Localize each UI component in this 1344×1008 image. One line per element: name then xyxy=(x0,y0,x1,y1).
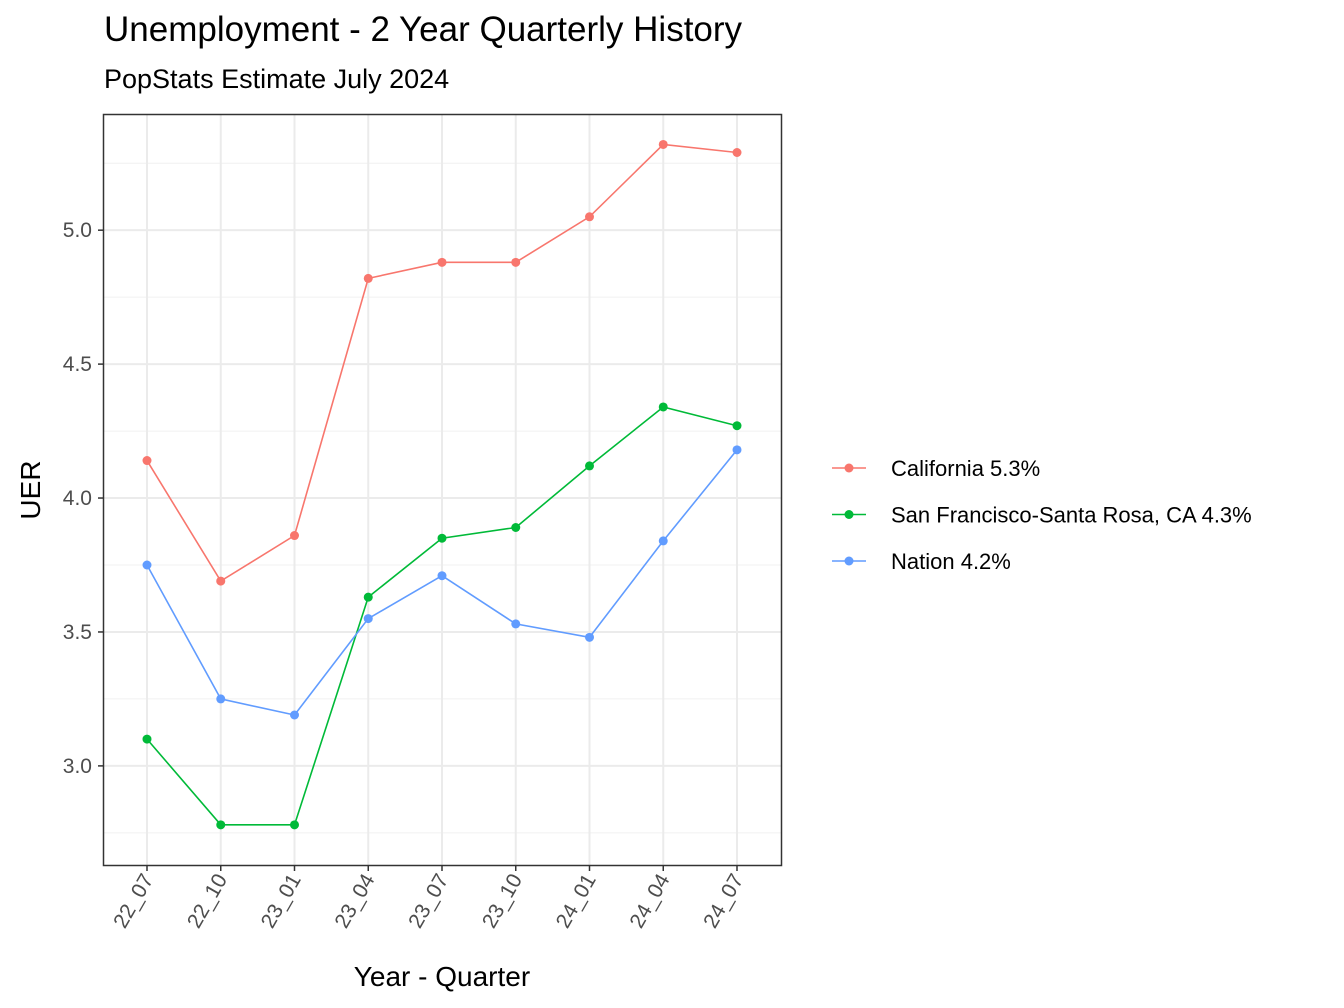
data-point xyxy=(732,148,742,157)
x-axis: 22_07 22_10 23_01 23_04 23_07 23_10 24_01 24_04… xyxy=(109,865,748,932)
data-point xyxy=(216,694,226,704)
legend: California 5.3% San Francisco-Santa Rosa,… xyxy=(832,456,1252,574)
x-tick-label: 23_01 xyxy=(257,870,306,932)
data-point xyxy=(216,820,226,830)
legend-item: California 5.3% xyxy=(832,456,1040,481)
data-point xyxy=(658,139,668,149)
y-tick-label: 5.0 xyxy=(63,219,92,242)
x-tick-label: 24_01 xyxy=(552,870,601,932)
data-point xyxy=(732,421,742,431)
data-point xyxy=(585,632,594,642)
data-point xyxy=(142,456,152,466)
data-point xyxy=(732,445,742,455)
grid-major-lines xyxy=(104,115,781,865)
data-point xyxy=(290,531,299,541)
data-point xyxy=(585,212,594,222)
x-tick-label: 23_10 xyxy=(478,870,527,932)
y-tick-label: 4.0 xyxy=(63,487,92,510)
data-point xyxy=(437,571,447,581)
data-point xyxy=(437,257,447,267)
data-point xyxy=(290,820,299,830)
data-point xyxy=(290,710,299,720)
data-point xyxy=(363,273,373,283)
chart-title: Unemployment - 2 Year Quarterly History xyxy=(104,10,743,49)
legend-key-point xyxy=(844,463,854,473)
chart-subtitle: PopStats Estimate July 2024 xyxy=(104,64,450,94)
data-point xyxy=(437,533,447,543)
data-point xyxy=(142,560,152,570)
legend-label: California 5.3% xyxy=(891,456,1040,481)
data-point xyxy=(585,461,594,471)
y-axis: 3.0 3.5 4.0 4.5 5.0 xyxy=(63,219,104,778)
legend-item: Nation 4.2% xyxy=(832,549,1011,574)
data-point xyxy=(658,402,668,412)
legend-item: San Francisco-Santa Rosa, CA 4.3% xyxy=(832,503,1252,528)
x-tick-label: 22_10 xyxy=(183,870,232,932)
data-point xyxy=(363,614,373,624)
x-tick-label: 24_04 xyxy=(625,870,674,932)
x-tick-label: 22_07 xyxy=(109,870,158,932)
data-point xyxy=(511,619,521,629)
y-axis-title: UER xyxy=(15,460,46,519)
legend-key-point xyxy=(844,510,854,519)
x-axis-title: Year - Quarter xyxy=(354,961,530,992)
y-tick-label: 3.0 xyxy=(63,755,92,778)
data-point xyxy=(216,576,226,586)
series-layer xyxy=(142,139,742,830)
data-point xyxy=(658,536,668,546)
legend-label: Nation 4.2% xyxy=(891,549,1011,574)
x-tick-label: 23_07 xyxy=(404,870,453,932)
legend-label: San Francisco-Santa Rosa, CA 4.3% xyxy=(891,503,1252,528)
x-tick-label: 23_04 xyxy=(330,870,379,932)
x-tick-label: 24_07 xyxy=(699,870,748,932)
data-point xyxy=(511,523,521,532)
y-tick-label: 4.5 xyxy=(63,353,92,376)
data-point xyxy=(363,592,373,602)
legend-key-point xyxy=(844,556,854,566)
data-point xyxy=(511,257,521,267)
data-point xyxy=(142,734,152,744)
y-tick-label: 3.5 xyxy=(63,621,92,644)
